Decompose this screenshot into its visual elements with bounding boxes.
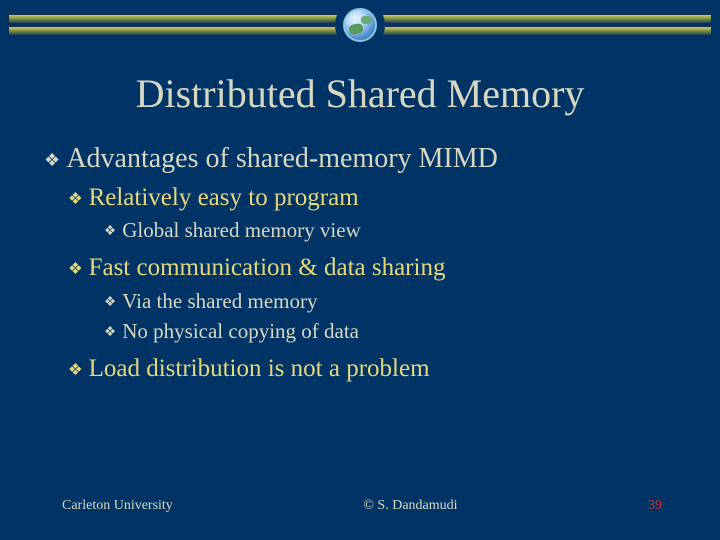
- decorative-banner: [0, 0, 720, 42]
- diamond-bullet-icon: ❖: [104, 319, 116, 345]
- globe-icon-wrap: [335, 0, 385, 50]
- diamond-bullet-icon: ❖: [44, 143, 60, 178]
- slide-number: 39: [648, 498, 662, 514]
- bullet-level3: ❖ No physical copying of data: [104, 319, 682, 345]
- bullet-level2: ❖ Fast communication & data sharing: [68, 254, 682, 285]
- diamond-bullet-icon: ❖: [104, 218, 116, 244]
- footer-left: Carleton University: [62, 498, 173, 514]
- bullet-level3: ❖ Via the shared memory: [104, 289, 682, 315]
- globe-icon: [343, 8, 377, 42]
- slide-title: Distributed Shared Memory: [38, 70, 682, 117]
- slide-footer: Carleton University © S. Dandamudi 39: [0, 498, 720, 514]
- bullet-text: Advantages of shared-memory MIMD: [66, 143, 498, 175]
- bullet-text: Global shared memory view: [122, 218, 361, 243]
- diamond-bullet-icon: ❖: [104, 289, 116, 315]
- bullet-text: Load distribution is not a problem: [89, 355, 430, 383]
- bullet-text: Via the shared memory: [122, 289, 317, 314]
- bullet-level2: ❖ Load distribution is not a problem: [68, 355, 682, 386]
- diamond-bullet-icon: ❖: [68, 355, 83, 386]
- bullet-text: Fast communication & data sharing: [89, 254, 446, 282]
- diamond-bullet-icon: ❖: [68, 254, 83, 285]
- bullet-text: No physical copying of data: [122, 319, 359, 344]
- slide-content: Distributed Shared Memory ❖ Advantages o…: [0, 42, 720, 386]
- footer-center: © S. Dandamudi: [363, 498, 457, 514]
- bullet-level1: ❖ Advantages of shared-memory MIMD: [44, 143, 682, 178]
- diamond-bullet-icon: ❖: [68, 184, 83, 215]
- bullet-level2: ❖ Relatively easy to program: [68, 184, 682, 215]
- bullet-text: Relatively easy to program: [89, 184, 359, 212]
- bullet-level3: ❖ Global shared memory view: [104, 218, 682, 244]
